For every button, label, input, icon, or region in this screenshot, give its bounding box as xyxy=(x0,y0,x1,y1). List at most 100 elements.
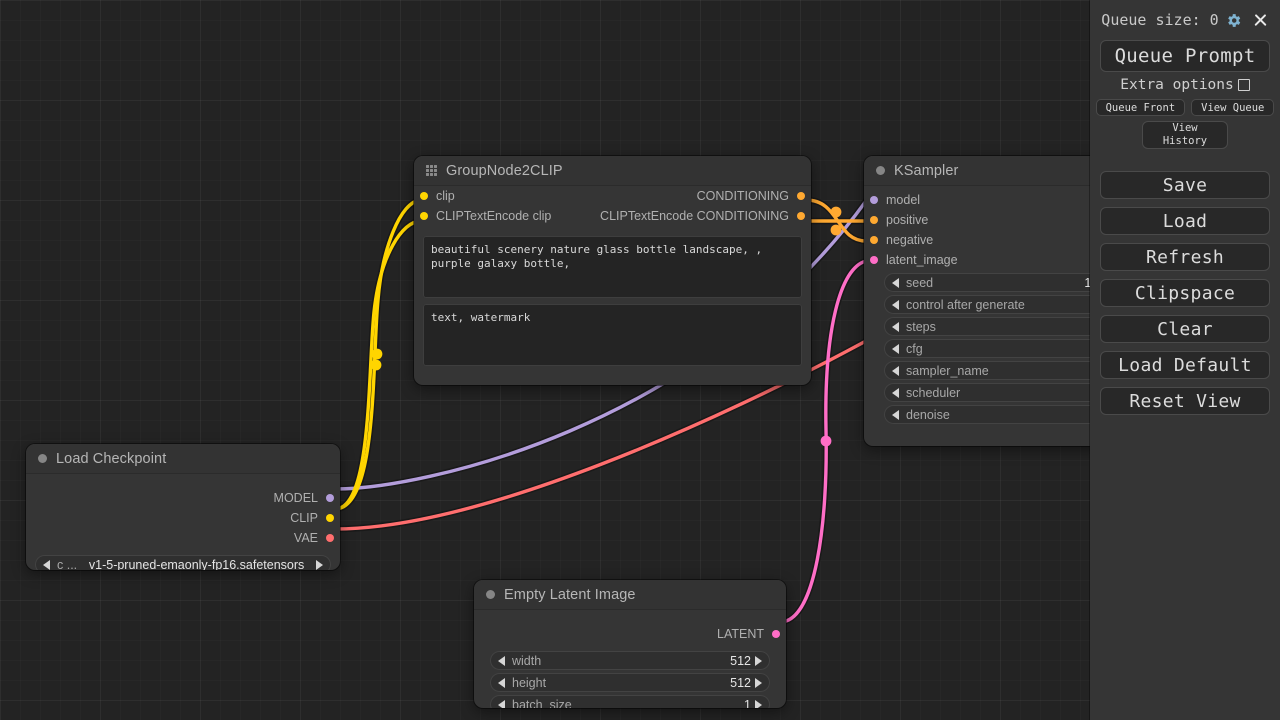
port-dot xyxy=(326,534,334,542)
port-dot xyxy=(797,212,805,220)
decrement-arrow-icon[interactable] xyxy=(892,299,899,310)
menu-header: Queue size: 0 xyxy=(1090,0,1280,40)
queue-size-label: Queue size: 0 xyxy=(1101,11,1219,29)
widget-sampler-name[interactable]: sampler_name xyxy=(884,361,1155,380)
queue-front-button[interactable]: Queue Front xyxy=(1095,99,1186,116)
grip-icon xyxy=(426,165,437,176)
widget-height[interactable]: height 512 xyxy=(490,673,770,692)
input-port-model[interactable]: model xyxy=(864,190,1164,210)
widget-denoise[interactable]: denoise xyxy=(884,405,1155,424)
decrement-arrow-icon[interactable] xyxy=(892,365,899,376)
previous-arrow-icon[interactable] xyxy=(43,559,50,570)
widget-scheduler[interactable]: scheduler xyxy=(884,383,1155,402)
widget-batch-size[interactable]: batch_size 1 xyxy=(490,695,770,708)
node-groupnode2clip[interactable]: GroupNode2CLIP clip CLIPTextEncode clip … xyxy=(414,156,811,385)
output-port-vae[interactable]: VAE xyxy=(26,528,340,548)
port-label: model xyxy=(886,193,921,207)
port-label: CLIPTextEncode clip xyxy=(436,209,552,223)
node-title: Empty Latent Image xyxy=(504,586,636,603)
node-load-checkpoint[interactable]: Load Checkpoint MODEL CLIP VAE c ... v1-… xyxy=(26,444,340,570)
decrement-arrow-icon[interactable] xyxy=(498,677,505,688)
output-port-clip[interactable]: CLIP xyxy=(26,508,340,528)
node-title: Load Checkpoint xyxy=(56,450,167,467)
decrement-arrow-icon[interactable] xyxy=(892,343,899,354)
negative-prompt-textarea[interactable]: text, watermark xyxy=(423,304,802,366)
port-label: VAE xyxy=(293,531,318,545)
node-body: LATENT width 512 height 512 batch_size 1 xyxy=(474,610,786,708)
extra-options-label: Extra options xyxy=(1120,77,1234,93)
node-empty-latent-image[interactable]: Empty Latent Image LATENT width 512 heig… xyxy=(474,580,786,708)
extra-options-checkbox[interactable] xyxy=(1237,79,1250,91)
refresh-button[interactable]: Refresh xyxy=(1100,243,1270,271)
input-port-clip[interactable]: clip xyxy=(414,186,635,206)
node-header[interactable]: GroupNode2CLIP xyxy=(414,156,811,186)
increment-arrow-icon[interactable] xyxy=(755,655,762,666)
node-header[interactable]: Load Checkpoint xyxy=(26,444,340,474)
reset-view-button[interactable]: Reset View xyxy=(1100,387,1270,415)
widget-steps[interactable]: steps xyxy=(884,317,1155,336)
widget-label: width xyxy=(512,653,542,668)
decrement-arrow-icon[interactable] xyxy=(892,409,899,420)
widget-value: v1-5-pruned-emaonly-fp16.safetensors xyxy=(88,557,305,571)
node-body: clip CLIPTextEncode clip CONDITIONING CL… xyxy=(414,186,811,366)
port-dot xyxy=(420,192,428,200)
widget-value: 512 xyxy=(730,675,751,690)
widget-label: scheduler xyxy=(906,385,961,400)
close-icon[interactable] xyxy=(1252,12,1269,29)
widget-cfg[interactable]: cfg xyxy=(884,339,1155,358)
clipspace-button[interactable]: Clipspace xyxy=(1100,279,1270,307)
positive-prompt-textarea[interactable]: beautiful scenery nature glass bottle la… xyxy=(423,236,802,298)
queue-prompt-button[interactable]: Queue Prompt xyxy=(1100,40,1270,72)
port-label: CLIP xyxy=(290,511,318,525)
decrement-arrow-icon[interactable] xyxy=(892,321,899,332)
input-port-cliptextencode-clip[interactable]: CLIPTextEncode clip xyxy=(414,206,674,226)
output-port-latent[interactable]: LATENT xyxy=(474,624,786,644)
decrement-arrow-icon[interactable] xyxy=(498,699,505,708)
save-button[interactable]: Save xyxy=(1100,171,1270,199)
view-history-button[interactable]: View History xyxy=(1142,121,1228,149)
load-default-button[interactable]: Load Default xyxy=(1100,351,1270,379)
output-port-model[interactable]: MODEL xyxy=(26,488,340,508)
gear-icon[interactable] xyxy=(1225,12,1242,29)
output-port-cliptextencode-conditioning[interactable]: CLIPTextEncode CONDITIONING xyxy=(471,206,811,226)
port-dot xyxy=(326,494,334,502)
widget-width[interactable]: width 512 xyxy=(490,651,770,670)
load-button[interactable]: Load xyxy=(1100,207,1270,235)
input-port-latent-image[interactable]: latent_image xyxy=(864,250,1164,270)
widget-label: steps xyxy=(906,319,936,334)
input-port-positive[interactable]: positive xyxy=(864,210,1164,230)
view-queue-button[interactable]: View Queue xyxy=(1191,99,1275,116)
port-dot xyxy=(870,256,878,264)
port-dot xyxy=(870,216,878,224)
extra-options-row[interactable]: Extra options xyxy=(1090,72,1280,98)
widget-ckpt-name[interactable]: c ... v1-5-pruned-emaonly-fp16.safetenso… xyxy=(35,555,331,570)
widget-control-after-generate[interactable]: control after generate ran xyxy=(884,295,1155,314)
status-dot-icon xyxy=(876,166,885,175)
port-label: MODEL xyxy=(273,491,318,505)
port-label: latent_image xyxy=(886,253,958,267)
next-arrow-icon[interactable] xyxy=(316,559,323,570)
clear-button[interactable]: Clear xyxy=(1100,315,1270,343)
decrement-arrow-icon[interactable] xyxy=(892,387,899,398)
decrement-arrow-icon[interactable] xyxy=(498,655,505,666)
view-history-line2: History xyxy=(1162,135,1208,147)
node-header[interactable]: Empty Latent Image xyxy=(474,580,786,610)
link-latent xyxy=(778,259,868,624)
port-dot xyxy=(870,236,878,244)
widget-label: seed xyxy=(906,275,934,290)
node-title: KSampler xyxy=(894,162,959,179)
input-port-negative[interactable]: negative xyxy=(864,230,1164,250)
widget-label: denoise xyxy=(906,407,950,422)
widget-label: height xyxy=(512,675,547,690)
port-label: clip xyxy=(436,189,455,203)
port-label: CONDITIONING xyxy=(696,189,789,203)
increment-arrow-icon[interactable] xyxy=(755,699,762,708)
decrement-arrow-icon[interactable] xyxy=(892,277,899,288)
port-label: CLIPTextEncode CONDITIONING xyxy=(600,209,789,223)
increment-arrow-icon[interactable] xyxy=(755,677,762,688)
port-label: LATENT xyxy=(717,627,764,641)
status-dot-icon xyxy=(486,590,495,599)
port-dot xyxy=(326,514,334,522)
output-port-conditioning[interactable]: CONDITIONING xyxy=(511,186,811,206)
